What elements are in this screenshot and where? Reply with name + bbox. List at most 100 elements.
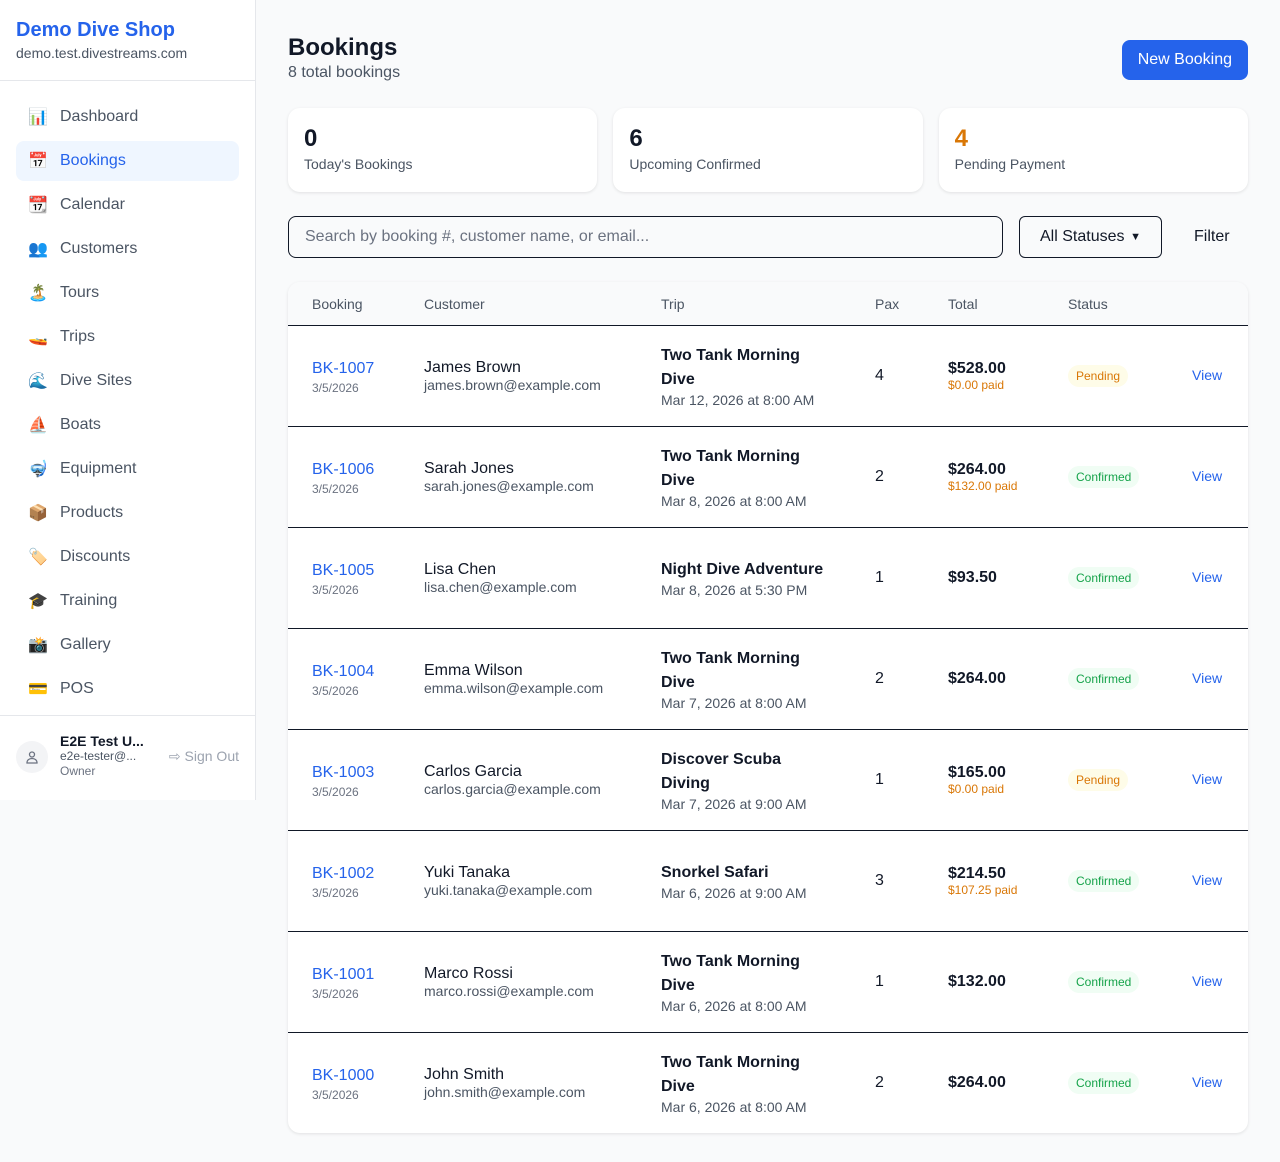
booking-link[interactable]: BK-1007 — [312, 360, 375, 377]
customer-email: lisa.chen@example.com — [424, 579, 577, 595]
equipment-icon: 🤿 — [28, 461, 48, 478]
sidebar-item-label: Dashboard — [60, 108, 139, 125]
trip-datetime: Mar 7, 2026 at 8:00 AM — [661, 695, 807, 711]
sidebar-item-label: Discounts — [60, 548, 131, 565]
sidebar-item-calendar[interactable]: 📆 Calendar — [16, 185, 239, 225]
sidebar-item-bookings[interactable]: 📅 Bookings — [16, 141, 239, 181]
trip-name: Two Tank Morning Dive — [661, 953, 800, 994]
search-input[interactable]: Search by booking #, customer name, or e… — [288, 216, 1003, 258]
booking-date: 3/5/2026 — [312, 583, 359, 597]
sidebar-item-label: Training — [60, 592, 118, 609]
sidebar-item-tours[interactable]: 🏝️ Tours — [16, 273, 239, 313]
view-link[interactable]: View — [1192, 670, 1223, 686]
status-badge: Confirmed — [1068, 1072, 1140, 1094]
view-link[interactable]: View — [1192, 771, 1223, 787]
trip-name: Night Dive Adventure — [661, 561, 824, 578]
products-icon: 📦 — [28, 505, 48, 522]
view-link[interactable]: View — [1192, 1074, 1223, 1090]
sidebar-item-trips[interactable]: 🚤 Trips — [16, 317, 239, 357]
sidebar-item-label: Dive Sites — [60, 372, 133, 389]
booking-date: 3/5/2026 — [312, 1088, 359, 1102]
filter-button[interactable]: Filter — [1194, 228, 1230, 245]
view-link[interactable]: View — [1192, 468, 1223, 484]
trip-datetime: Mar 7, 2026 at 9:00 AM — [661, 796, 807, 812]
booking-link[interactable]: BK-1005 — [312, 562, 375, 579]
booking-date: 3/5/2026 — [312, 785, 359, 799]
customer-email: carlos.garcia@example.com — [424, 781, 601, 797]
view-link[interactable]: View — [1192, 367, 1223, 383]
customer-name: John Smith — [424, 1066, 505, 1083]
new-booking-button[interactable]: New Booking — [1121, 40, 1248, 80]
customers-icon: 👥 — [28, 241, 48, 258]
sidebar-item-products[interactable]: 📦 Products — [16, 493, 239, 533]
sidebar-item-gallery[interactable]: 📸 Gallery — [16, 625, 239, 665]
booking-link[interactable]: BK-1002 — [312, 865, 375, 882]
stat-value: 6 — [629, 125, 643, 152]
trip-datetime: Mar 6, 2026 at 8:00 AM — [661, 1099, 807, 1115]
pax: 2 — [875, 1074, 884, 1091]
sidebar-item-dive-sites[interactable]: 🌊 Dive Sites — [16, 361, 239, 401]
sidebar-item-label: Gallery — [60, 636, 111, 653]
status-badge: Confirmed — [1068, 668, 1140, 690]
customer-email: yuki.tanaka@example.com — [424, 882, 593, 898]
shop-domain: demo.test.divestreams.com — [16, 45, 188, 61]
trip-name: Two Tank Morning Dive — [661, 347, 800, 388]
status-badge: Confirmed — [1068, 466, 1140, 488]
sidebar-item-customers[interactable]: 👥 Customers — [16, 229, 239, 269]
sidebar-item-discounts[interactable]: 🏷️ Discounts — [16, 537, 239, 577]
column-header: Trip — [661, 295, 685, 312]
sidebar-item-label: Customers — [60, 240, 138, 257]
table-header: Booking Customer Trip Pax Total Status — [288, 282, 1248, 326]
pax: 3 — [875, 872, 884, 889]
stats-row: 0 Today's Bookings 6 Upcoming Confirmed 4 Pen… — [288, 108, 1248, 192]
booking-link[interactable]: BK-1006 — [312, 461, 375, 478]
user-panel: E2E Test U... e2e-tester@... Owner ⇨ Sig… — [0, 715, 255, 797]
total: $214.50 — [948, 865, 1006, 882]
sign-out-button[interactable]: ⇨ Sign Out — [169, 748, 239, 765]
pax: 2 — [875, 468, 884, 485]
customer-name: Emma Wilson — [424, 662, 523, 679]
table-row: BK-1007 3/5/2026 James Brown james.brown@e… — [288, 326, 1248, 427]
booking-link[interactable]: BK-1001 — [312, 966, 375, 983]
table-row: BK-1004 3/5/2026 Emma Wilson emma.wilson@e… — [288, 629, 1248, 730]
status-badge: Confirmed — [1068, 971, 1140, 993]
trip-datetime: Mar 8, 2026 at 8:00 AM — [661, 493, 807, 509]
customer-name: James Brown — [424, 359, 521, 376]
total: $264.00 — [948, 670, 1006, 687]
user-email: e2e-tester@... — [60, 749, 137, 763]
total: $264.00 — [948, 1074, 1006, 1091]
view-link[interactable]: View — [1192, 872, 1223, 888]
sidebar-item-dashboard[interactable]: 📊 Dashboard — [16, 97, 239, 137]
customer-email: marco.rossi@example.com — [424, 983, 594, 999]
view-link[interactable]: View — [1192, 973, 1223, 989]
status-badge: Pending — [1068, 365, 1129, 387]
total: $264.00 — [948, 461, 1006, 478]
shop-name[interactable]: Demo Dive Shop — [16, 19, 175, 41]
stat-card: 4 Pending Payment — [938, 108, 1248, 192]
booking-date: 3/5/2026 — [312, 381, 359, 395]
bookings-table: Booking Customer Trip Pax Total Status BK-100… — [288, 282, 1248, 1133]
customer-email: sarah.jones@example.com — [424, 478, 594, 494]
sidebar-item-label: Products — [60, 504, 124, 521]
view-link[interactable]: View — [1192, 569, 1223, 585]
dive-sites-icon: 🌊 — [28, 373, 48, 390]
bookings-icon: 📅 — [28, 153, 48, 170]
booking-link[interactable]: BK-1003 — [312, 764, 375, 781]
table-row: BK-1003 3/5/2026 Carlos Garcia carlos.garc… — [288, 730, 1248, 831]
total: $528.00 — [948, 360, 1006, 377]
sidebar-item-boats[interactable]: ⛵ Boats — [16, 405, 239, 445]
trip-name: Discover Scuba Diving — [661, 751, 782, 792]
sidebar-item-label: Trips — [60, 328, 95, 345]
sidebar-item-equipment[interactable]: 🤿 Equipment — [16, 449, 239, 489]
booking-link[interactable]: BK-1000 — [312, 1067, 375, 1084]
discounts-icon: 🏷️ — [28, 549, 48, 566]
status-select[interactable]: All Statuses ▼ — [1019, 216, 1162, 258]
sidebar-item-training[interactable]: 🎓 Training — [16, 581, 239, 621]
booking-link[interactable]: BK-1004 — [312, 663, 375, 680]
status-badge: Pending — [1068, 769, 1129, 791]
table-row: BK-1001 3/5/2026 Marco Rossi marco.rossi@e… — [288, 932, 1248, 1033]
sidebar-item-label: POS — [60, 680, 94, 697]
sidebar-item-pos[interactable]: 💳 POS — [16, 669, 239, 709]
status-badge: Confirmed — [1068, 567, 1140, 589]
main-content: Bookings 8 total bookings New Booking 0 T… — [288, 32, 1248, 1133]
